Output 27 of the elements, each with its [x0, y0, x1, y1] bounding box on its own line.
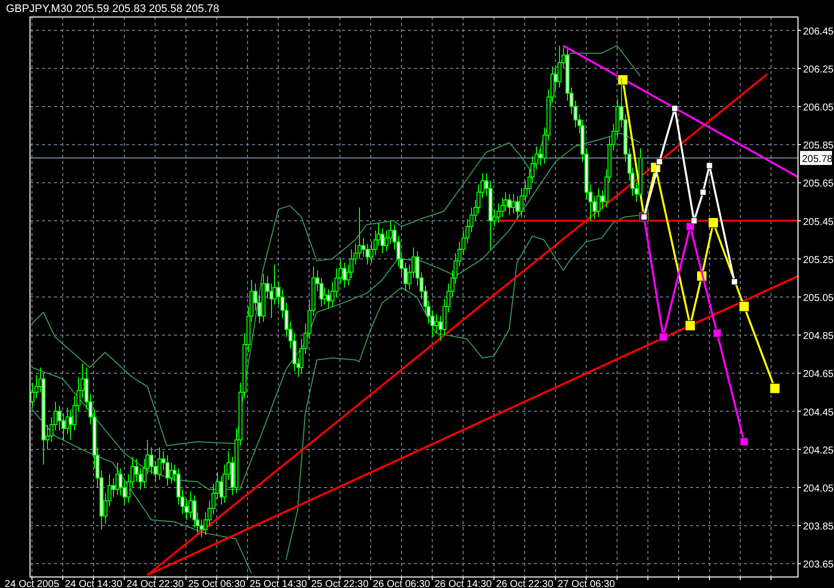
y-tick-label: 203.85 [803, 522, 834, 533]
x-tick-label: 25 Oct 06:30 [188, 579, 246, 588]
x-tick-label: 27 Oct 06:30 [558, 579, 616, 588]
x-tick-label: 24 Oct 2005 [4, 579, 60, 588]
y-tick-label: 206.25 [803, 64, 834, 76]
ref-line-label: 205.78 [802, 154, 834, 165]
x-tick-label: 25 Oct 14:30 [250, 579, 308, 588]
y-tick-label: 204.05 [803, 483, 834, 494]
x-tick-label: 25 Oct 22:30 [311, 579, 369, 588]
x-tick-label: 26 Oct 14:30 [434, 579, 492, 588]
y-tick-label: 205.45 [803, 216, 834, 228]
y-tick-label: 206.05 [803, 102, 834, 114]
y-tick-label: 204.25 [803, 445, 834, 456]
y-tick-label: 205.05 [803, 293, 834, 304]
y-tick-label: 203.65 [803, 560, 834, 571]
x-tick-label: 24 Oct 22:30 [126, 579, 184, 588]
y-tick-label: 205.25 [803, 254, 834, 266]
y-tick-label: 205.85 [803, 140, 834, 152]
y-tick-label: 206.45 [803, 26, 834, 38]
y-tick-label: 204.45 [803, 407, 834, 418]
x-tick-label: 24 Oct 14:30 [64, 579, 123, 588]
y-tick-label: 204.85 [803, 331, 834, 342]
x-tick-label: 26 Oct 22:30 [496, 579, 554, 588]
y-tick-label: 205.65 [803, 178, 834, 190]
x-tick-label: 26 Oct 06:30 [372, 579, 431, 588]
y-tick-label: 204.65 [803, 369, 834, 380]
chart-title: GBPJPY,M30 205.59 205.83 205.58 205.78 [6, 3, 220, 15]
